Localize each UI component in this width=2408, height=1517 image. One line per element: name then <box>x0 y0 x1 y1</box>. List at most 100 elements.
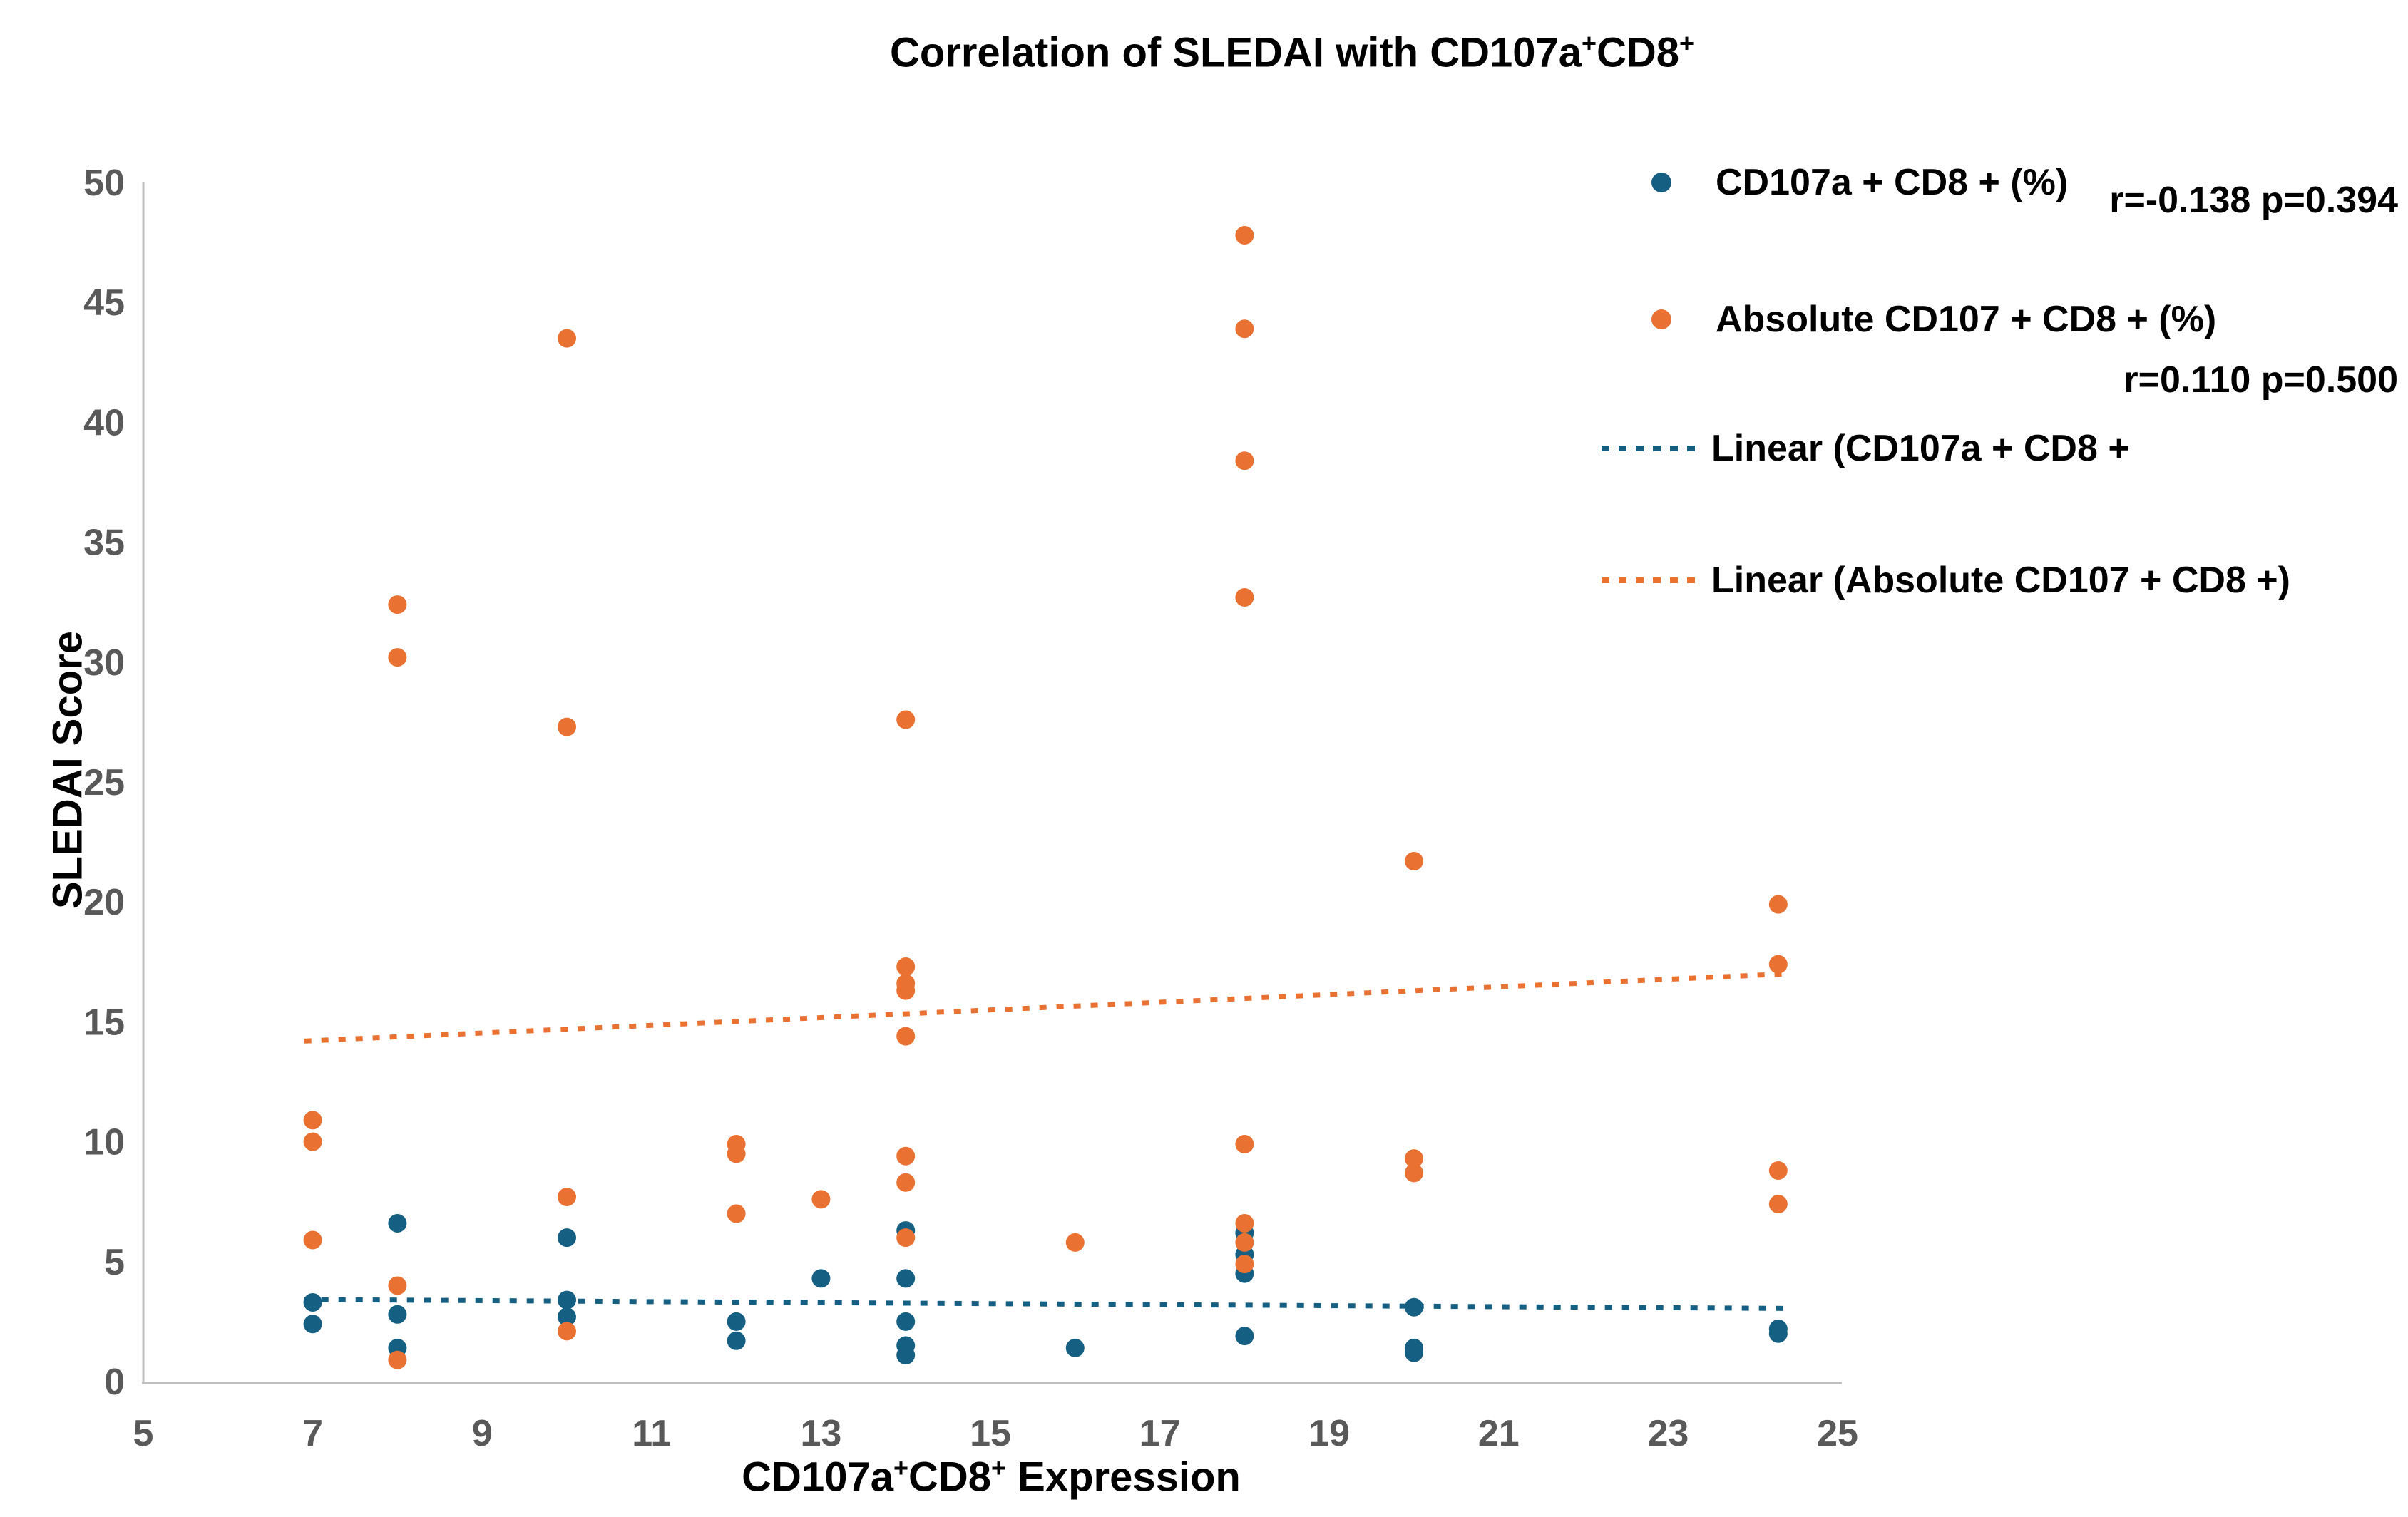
y-tick-label: 0 <box>104 1362 125 1403</box>
x-tick-label: 17 <box>1139 1413 1181 1454</box>
data-point-series1 <box>1235 1327 1254 1346</box>
y-tick-label: 15 <box>83 1002 125 1043</box>
data-point-series2 <box>896 1146 916 1166</box>
legend-item-cd107a-cd8: CD107a + CD8 + (%) <box>1612 158 2068 207</box>
y-tick-label: 30 <box>83 642 125 684</box>
legend-item-linear-orange: Linear (Absolute CD107 + CD8 +) <box>1602 555 2290 605</box>
chart-title-text2: CD8 <box>1597 29 1680 76</box>
legend-item-linear-blue: Linear (CD107a + CD8 + <box>1602 423 2130 473</box>
data-point-series2 <box>558 717 576 736</box>
data-point-series1 <box>811 1269 831 1288</box>
data-point-series2 <box>1235 319 1254 339</box>
x-tick-label: 15 <box>970 1413 1011 1454</box>
y-tick-label: 35 <box>83 523 125 564</box>
data-point-series1 <box>1405 1343 1423 1362</box>
data-point-series2 <box>896 1173 916 1192</box>
legend-label: Linear (CD107a + CD8 + <box>1711 428 2130 469</box>
x-tick-label: 5 <box>133 1413 154 1454</box>
legend-label: Linear (Absolute CD107 + CD8 +) <box>1711 560 2290 601</box>
data-point-series2 <box>811 1190 831 1209</box>
data-point-series2 <box>1405 1149 1423 1168</box>
data-point-series2 <box>388 1276 407 1295</box>
legend-item-absolute-cd107-cd8: Absolute CD107 + CD8 + (%) <box>1612 294 2216 344</box>
data-point-series2 <box>1235 587 1254 607</box>
data-point-series1 <box>896 1312 916 1331</box>
data-point-series2 <box>1235 226 1254 245</box>
x-tick-label: 13 <box>800 1413 841 1454</box>
trendline-blue <box>304 1297 1787 1311</box>
r-annotation-orange-series: r=0.110 p=0.500 <box>2123 359 2398 401</box>
data-point-series2 <box>1235 1255 1254 1274</box>
data-point-series2 <box>1768 895 1788 914</box>
x-tick-label: 9 <box>472 1413 493 1454</box>
x-axis-title-sup-plus: + <box>893 1453 908 1483</box>
legend-label: CD107a + CD8 + (%) <box>1716 162 2069 203</box>
y-tick-label: 5 <box>104 1242 125 1283</box>
data-point-series1 <box>1768 1324 1788 1343</box>
data-point-series2 <box>727 1144 746 1163</box>
data-point-series2 <box>1235 451 1254 470</box>
data-point-series2 <box>303 1230 322 1250</box>
x-axis-title-text3: Expression <box>1006 1454 1241 1501</box>
data-point-series2 <box>1768 1195 1788 1214</box>
chart-title-sup-plus2: + <box>1679 29 1695 58</box>
legend-dashed-line-blue-icon <box>1602 446 1696 451</box>
data-point-series1 <box>1405 1297 1423 1317</box>
y-tick-label: 25 <box>83 762 125 803</box>
x-tick-label: 11 <box>632 1413 671 1454</box>
data-point-series2 <box>896 981 916 1000</box>
data-point-series2 <box>303 1132 322 1151</box>
data-point-series2 <box>388 1350 407 1369</box>
data-point-series2 <box>1768 1161 1788 1180</box>
data-point-series2 <box>1235 1213 1254 1233</box>
x-axis-title-text2: CD8 <box>908 1454 992 1501</box>
data-point-series1 <box>303 1292 322 1312</box>
x-axis-title: CD107a+CD8+ Expression <box>742 1453 1241 1501</box>
y-tick-label: 10 <box>83 1122 125 1163</box>
data-point-series2 <box>896 1027 916 1046</box>
data-point-series2 <box>303 1111 322 1130</box>
data-point-series2 <box>727 1204 746 1223</box>
y-tick-label: 20 <box>83 882 125 923</box>
x-tick-label: 19 <box>1308 1413 1350 1454</box>
data-point-series2 <box>1405 852 1423 871</box>
data-point-series1 <box>1065 1338 1085 1357</box>
data-point-series2 <box>388 648 407 667</box>
data-point-series1 <box>558 1290 576 1310</box>
data-point-series1 <box>388 1213 407 1233</box>
data-point-series2 <box>896 957 916 977</box>
x-tick-label: 7 <box>302 1413 323 1454</box>
x-axis-title-text: CD107a <box>742 1454 893 1501</box>
data-point-series2 <box>1235 1134 1254 1153</box>
data-point-series1 <box>727 1312 746 1331</box>
data-point-series1 <box>558 1228 576 1248</box>
data-point-series1 <box>727 1331 746 1350</box>
data-point-series2 <box>1065 1233 1085 1252</box>
data-point-series2 <box>896 1228 916 1248</box>
data-point-series2 <box>558 329 576 348</box>
legend-dot-orange-icon <box>1651 309 1671 329</box>
data-point-series1 <box>896 1345 916 1364</box>
x-tick-label: 25 <box>1817 1413 1858 1454</box>
data-point-series2 <box>1235 1233 1254 1252</box>
x-tick-label: 21 <box>1478 1413 1520 1454</box>
x-tick-label: 23 <box>1647 1413 1689 1454</box>
data-point-series2 <box>558 1322 576 1341</box>
legend-label: Absolute CD107 + CD8 + (%) <box>1716 299 2217 340</box>
data-point-series1 <box>896 1269 916 1288</box>
y-tick-label: 50 <box>83 163 125 204</box>
data-point-series1 <box>303 1315 322 1334</box>
r-annotation-blue-series: r=-0.138 p=0.394 <box>2109 180 2398 221</box>
legend-dot-blue-icon <box>1651 173 1671 192</box>
x-axis-title-sup-plus2: + <box>991 1453 1007 1483</box>
chart-title: Correlation of SLEDAI with CD107a+CD8+ <box>890 29 1694 76</box>
data-point-series2 <box>558 1187 576 1206</box>
data-point-series2 <box>388 595 407 614</box>
legend-dashed-line-orange-icon <box>1602 577 1696 583</box>
chart-title-sup-plus: + <box>1582 29 1597 58</box>
data-point-series2 <box>1405 1163 1423 1183</box>
data-point-series2 <box>1768 955 1788 974</box>
trendline-orange <box>304 971 1787 1044</box>
data-point-series2 <box>896 710 916 729</box>
